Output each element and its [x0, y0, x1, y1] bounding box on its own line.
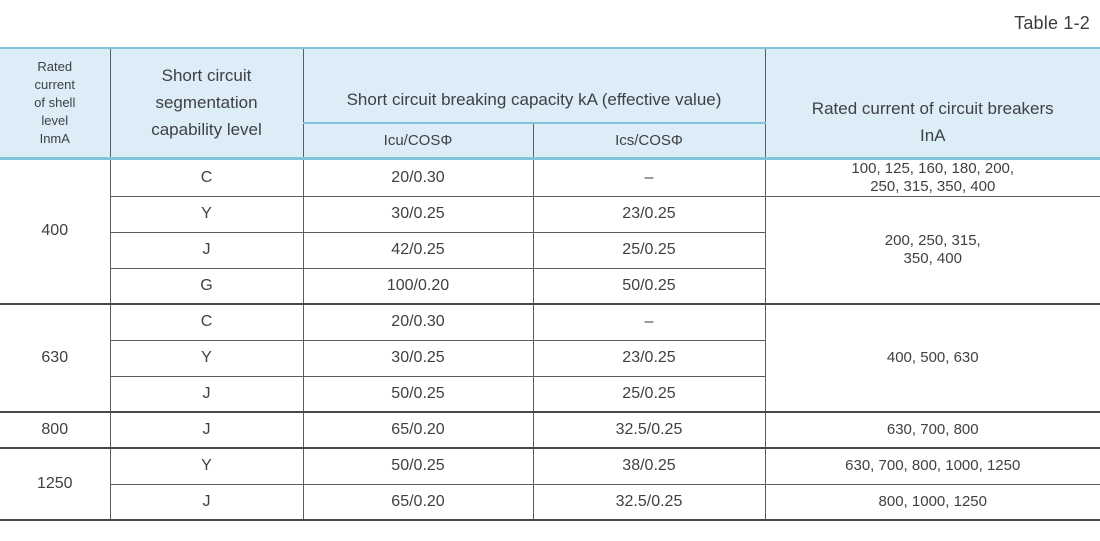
ics-cell: 23/0.25: [532, 195, 766, 233]
icu-cell: 42/0.25: [302, 231, 534, 269]
ics-cell: 38/0.25: [532, 447, 766, 485]
level-cell: J: [109, 411, 304, 449]
rated-current-cell: 400, 500, 630: [764, 303, 1100, 413]
header-segmentation-level: Short circuit segmentation capability le…: [109, 47, 304, 160]
ics-cell: 25/0.25: [532, 375, 766, 413]
rated-current-cell: 100, 125, 160, 180, 200, 250, 315, 350, …: [764, 157, 1100, 197]
level-cell: Y: [109, 339, 304, 377]
table-body: 400 C 20/0.30 – 100, 125, 160, 180, 200,…: [0, 157, 1100, 521]
table-caption: Table 1-2: [1014, 13, 1090, 33]
level-cell: C: [109, 303, 304, 341]
icu-cell: 30/0.25: [302, 195, 534, 233]
icu-cell: 100/0.20: [302, 267, 534, 305]
ics-cell: 32.5/0.25: [532, 483, 766, 521]
table-row: 400 C 20/0.30 – 100, 125, 160, 180, 200,…: [0, 157, 1100, 305]
header-breaking-capacity: Short circuit breaking capacity kA (effe…: [302, 47, 766, 124]
table-row: J 65/0.20 32.5/0.25 800, 1000, 1250: [0, 483, 1100, 521]
header-shell-current: Rated current of shell level InmA: [0, 47, 111, 160]
header-row-sub: Icu/COSΦ Ics/COSΦ: [0, 122, 1100, 160]
ics-cell: 23/0.25: [532, 339, 766, 377]
icu-cell: 20/0.30: [302, 303, 534, 341]
header-icu-cos: Icu/COSΦ: [302, 122, 534, 160]
ics-cell: –: [532, 157, 766, 197]
table-row: 800 J 65/0.20 32.5/0.25 630, 700, 800: [0, 411, 1100, 449]
ics-cell: 25/0.25: [532, 231, 766, 269]
rated-current-cell: 200, 250, 315, 350, 400: [764, 195, 1100, 305]
ics-cell: 32.5/0.25: [532, 411, 766, 449]
shell-current-cell: 800: [0, 411, 111, 449]
icu-cell: 65/0.20: [302, 411, 534, 449]
table-row: Y 30/0.25 23/0.25 200, 250, 315, 350, 40…: [0, 195, 1100, 305]
table-row: Y 30/0.25 23/0.25: [0, 339, 1100, 377]
breaker-spec-table: Rated current of shell level InmA Short …: [0, 47, 1100, 521]
ics-cell: –: [532, 303, 766, 341]
table-row: 630 C 20/0.30 – 400, 500, 630: [0, 303, 1100, 413]
level-cell: J: [109, 375, 304, 413]
level-cell: C: [109, 157, 304, 197]
table-row: J 42/0.25 25/0.25: [0, 231, 1100, 269]
icu-cell: 65/0.20: [302, 483, 534, 521]
rated-current-cell: 800, 1000, 1250: [764, 483, 1100, 521]
table-header: Rated current of shell level InmA Short …: [0, 47, 1100, 160]
level-cell: Y: [109, 195, 304, 233]
header-rated-current: Rated current of circuit breakers InA: [764, 47, 1100, 160]
level-cell: J: [109, 231, 304, 269]
ics-cell: 50/0.25: [532, 267, 766, 305]
table-row: 1250 Y 50/0.25 38/0.25 630, 700, 800, 10…: [0, 447, 1100, 521]
icu-cell: 20/0.30: [302, 157, 534, 197]
level-cell: Y: [109, 447, 304, 485]
icu-cell: 30/0.25: [302, 339, 534, 377]
header-ics-cos: Ics/COSΦ: [532, 122, 766, 160]
header-row-main: Rated current of shell level InmA Short …: [0, 47, 1100, 160]
shell-current-cell: 1250: [0, 447, 111, 521]
level-cell: G: [109, 267, 304, 305]
table-row: G 100/0.20 50/0.25: [0, 267, 1100, 305]
rated-current-cell: 630, 700, 800, 1000, 1250: [764, 447, 1100, 485]
shell-current-cell: 630: [0, 303, 111, 413]
icu-cell: 50/0.25: [302, 447, 534, 485]
shell-current-cell: 400: [0, 157, 111, 305]
rated-current-cell: 630, 700, 800: [764, 411, 1100, 449]
level-cell: J: [109, 483, 304, 521]
icu-cell: 50/0.25: [302, 375, 534, 413]
